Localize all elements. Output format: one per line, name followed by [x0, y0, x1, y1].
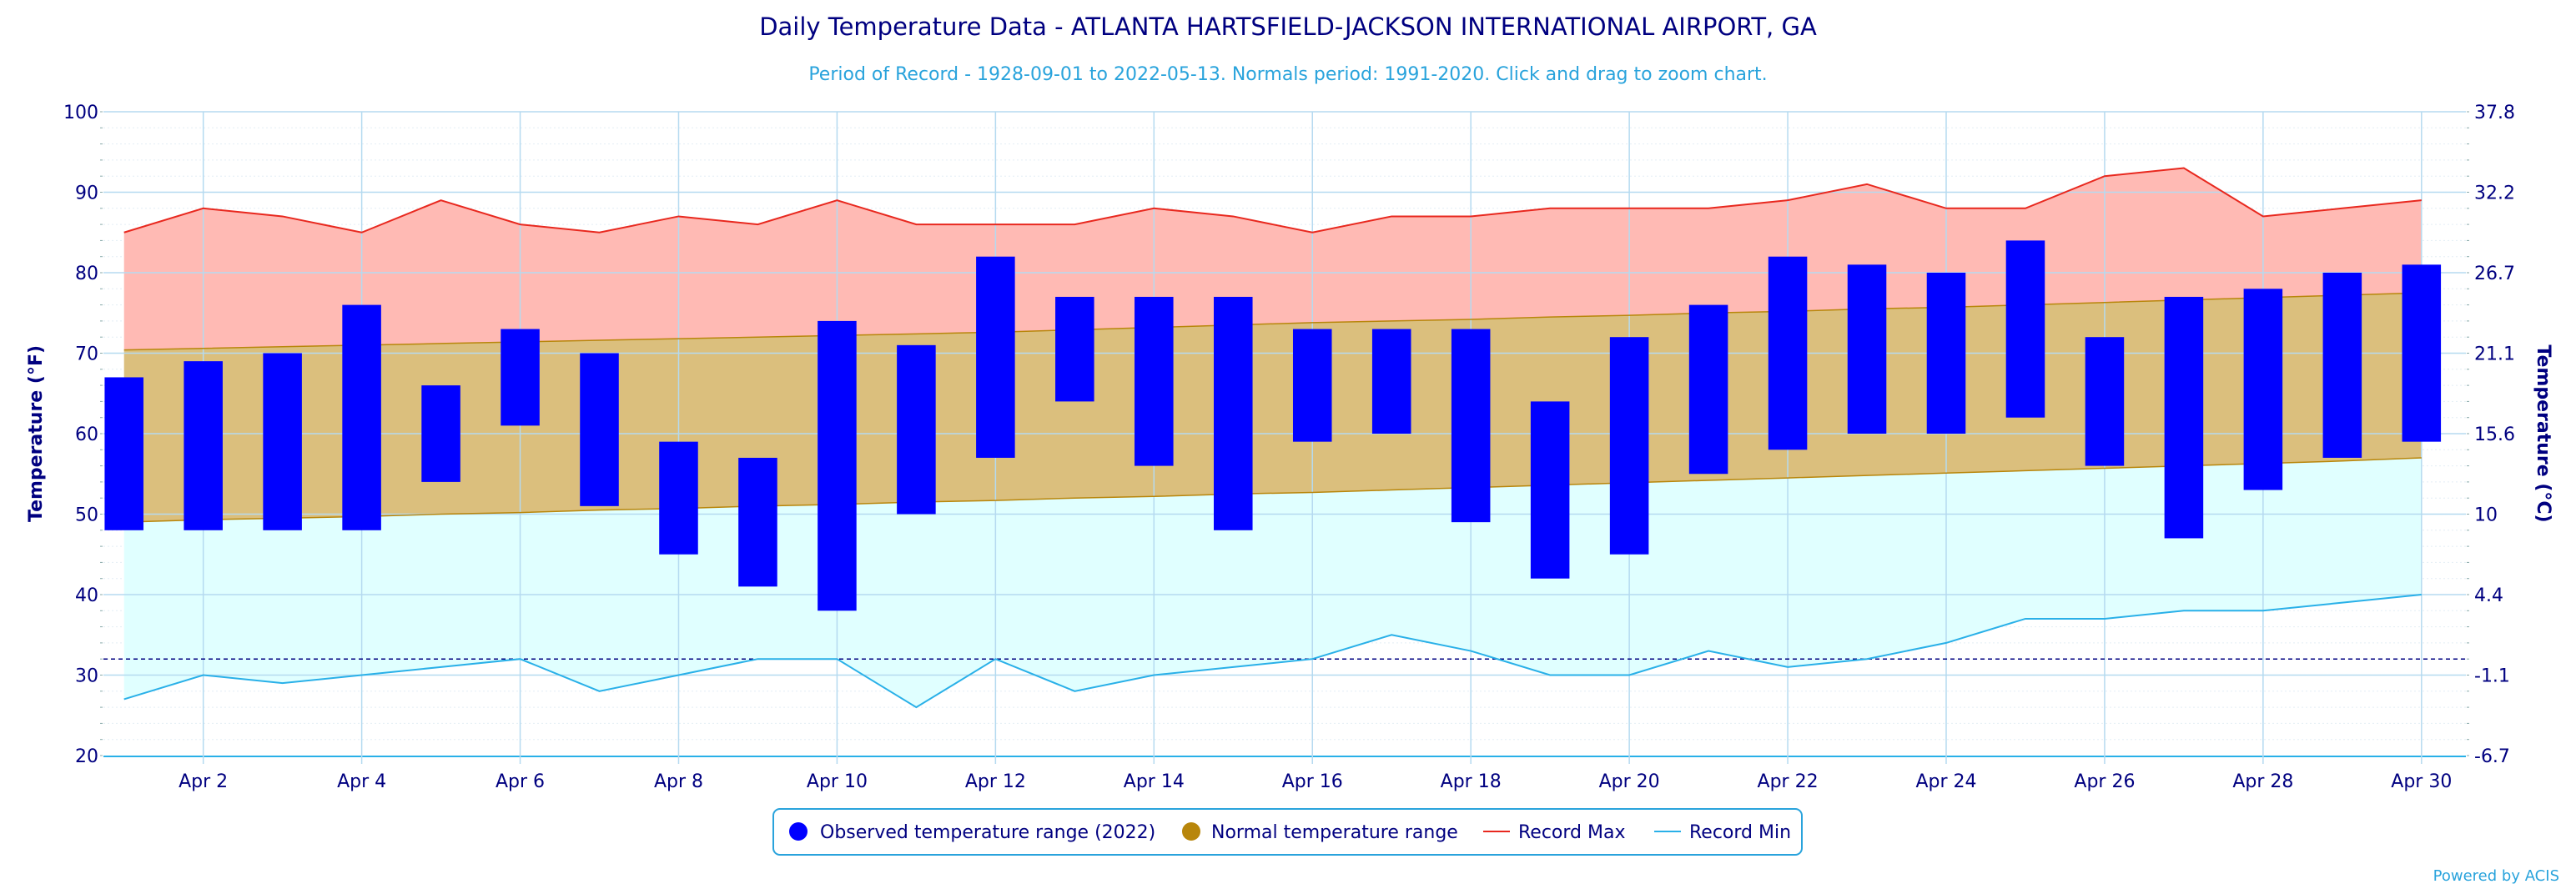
y-axis-label-right: Temperature (°C) [2533, 344, 2553, 522]
observed-range-bar[interactable] [421, 385, 460, 482]
observed-range-bar[interactable] [1847, 264, 1887, 434]
legend-label-normal: Normal temperature range [1211, 822, 1458, 843]
credit-link[interactable]: Powered by ACIS [2433, 867, 2559, 885]
observed-range-bar[interactable] [2085, 337, 2125, 466]
chart-subtitle: Period of Record - 1928-09-01 to 2022-05… [808, 64, 1767, 85]
legend-label-record-min: Record Min [1689, 822, 1791, 843]
chart-title: Daily Temperature Data - ATLANTA HARTSFI… [759, 13, 1817, 41]
record-max-line [123, 167, 2422, 234]
legend-item-observed[interactable]: Observed temperature range (2022) [789, 822, 1155, 843]
normal-range-area [123, 293, 2422, 523]
legend: Observed temperature range (2022) Normal… [772, 808, 1803, 856]
x-tick-label: Apr 16 [1282, 771, 1343, 792]
y-axis-label-left: Temperature (°F) [26, 345, 47, 522]
legend-box [772, 808, 1803, 856]
observed-range-bar[interactable] [738, 457, 777, 587]
observed-range-bar[interactable] [1214, 296, 1253, 530]
x-tick-label: Apr 24 [1915, 771, 1976, 792]
x-tick-label: Apr 28 [2232, 771, 2293, 792]
y-tick-label-right: 21.1 [2474, 344, 2515, 365]
record-min-line [123, 594, 2422, 709]
y-tick-label-left: 50 [75, 505, 98, 526]
observed-range-bar[interactable] [104, 377, 143, 530]
observed-legend-marker [789, 822, 808, 841]
y-tick-label-left: 20 [75, 746, 98, 767]
observed-range-bar[interactable] [1371, 329, 1411, 434]
y-tick-label-right: -6.7 [2474, 746, 2510, 767]
observed-range-bar[interactable] [184, 361, 223, 530]
observed-range-bar[interactable] [2322, 273, 2362, 458]
x-tick-label: Apr 4 [337, 771, 386, 792]
observed-range-bar[interactable] [818, 320, 857, 611]
observed-range-bar[interactable] [2243, 289, 2283, 490]
observed-range-bar[interactable] [2402, 264, 2442, 442]
y-tick-label-right: 32.2 [2474, 183, 2515, 204]
y-tick-label-right: 37.8 [2474, 103, 2515, 123]
observed-range-bar[interactable] [2164, 296, 2204, 539]
y-tick-label-right: -1.1 [2474, 666, 2510, 687]
x-tick-label: Apr 14 [1124, 771, 1185, 792]
y-tick-label-left: 90 [75, 183, 98, 204]
x-tick-label: Apr 10 [807, 771, 868, 792]
y-tick-label-left: 80 [75, 264, 98, 284]
observed-range-bar[interactable] [580, 353, 619, 506]
record-min-area [123, 457, 2422, 708]
record-max-area [123, 168, 2422, 350]
x-tick-label: Apr 30 [2391, 771, 2452, 792]
y-tick-label-right: 26.7 [2474, 264, 2515, 284]
observed-range-bar[interactable] [1135, 296, 1174, 466]
y-tick-label-left: 60 [75, 424, 98, 445]
observed-range-bar[interactable] [1292, 329, 1332, 442]
y-tick-label-right: 15.6 [2474, 424, 2515, 445]
observed-range-bar[interactable] [2005, 240, 2045, 418]
x-tick-label: Apr 18 [1441, 771, 1502, 792]
observed-range-bar[interactable] [501, 329, 540, 426]
y-tick-label-right: 4.4 [2474, 585, 2503, 606]
observed-range-bar[interactable] [1768, 256, 1808, 450]
observed-range-bar[interactable] [1055, 296, 1094, 402]
x-tick-label: Apr 12 [965, 771, 1026, 792]
observed-range-bar[interactable] [1609, 337, 1649, 555]
y-tick-label-left: 70 [75, 344, 98, 365]
observed-range-bar[interactable] [659, 441, 698, 555]
legend-label-record-max: Record Max [1518, 822, 1626, 843]
normal-low-line [123, 457, 2422, 523]
legend-label-observed: Observed temperature range (2022) [820, 822, 1155, 843]
observed-range-bar[interactable] [342, 304, 381, 530]
observed-range-bar[interactable] [1688, 304, 1728, 475]
observed-range-bar[interactable] [263, 353, 302, 530]
observed-range-bar[interactable] [1926, 273, 1966, 434]
y-tick-label-left: 30 [75, 666, 98, 687]
x-tick-label: Apr 20 [1599, 771, 1660, 792]
x-tick-label: Apr 8 [654, 771, 703, 792]
legend-item-record-min[interactable]: Record Min [1654, 822, 1791, 843]
x-tick-label: Apr 26 [2074, 771, 2135, 792]
legend-item-normal[interactable]: Normal temperature range [1182, 822, 1458, 843]
x-tick-label: Apr 22 [1758, 771, 1819, 792]
observed-range-bar[interactable] [976, 256, 1015, 458]
plot-area[interactable] [103, 111, 2466, 756]
observed-range-bar[interactable] [1530, 401, 1570, 579]
y-tick-label-right: 10 [2474, 505, 2498, 526]
x-tick-label: Apr 6 [496, 771, 545, 792]
y-tick-label-left: 40 [75, 585, 98, 606]
x-tick-label: Apr 2 [179, 771, 228, 792]
observed-range-bar[interactable] [897, 344, 936, 515]
y-tick-label-left: 100 [63, 103, 98, 123]
legend-item-record-max[interactable]: Record Max [1483, 822, 1626, 843]
axes: Apr 2 Apr 4 Apr 6 Apr 8 Apr 10 Apr 12 Apr 14 Ap… [63, 103, 2515, 792]
normal-legend-marker [1182, 822, 1200, 841]
observed-range-bar[interactable] [1451, 329, 1491, 523]
